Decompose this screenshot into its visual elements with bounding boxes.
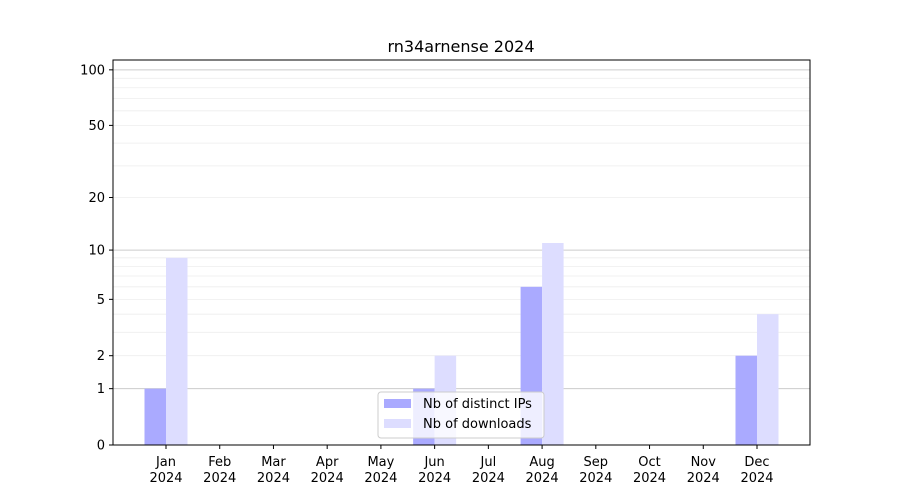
- x-tick-label: Mar: [261, 455, 286, 470]
- legend-box: [377, 391, 545, 439]
- bar-downloads: [166, 257, 188, 445]
- x-tick-label: Sep: [584, 455, 609, 470]
- y-tick-label: 20: [88, 191, 105, 206]
- bar-downloads: [757, 314, 779, 445]
- x-tick-label: Nov: [691, 455, 717, 470]
- bar-downloads: [542, 243, 564, 445]
- legend-label: Nb of downloads: [423, 417, 532, 432]
- x-tick-label: 2024: [687, 471, 720, 486]
- y-tick-label: 50: [88, 119, 105, 134]
- y-tick-label: 5: [97, 293, 105, 308]
- x-tick-label: May: [367, 455, 394, 470]
- x-tick-label: Jul: [480, 455, 497, 470]
- y-tick-label: 100: [80, 63, 105, 78]
- x-tick-label: Dec: [744, 455, 769, 470]
- chart-title: rn34arnense 2024: [387, 37, 534, 56]
- y-tick-label: 10: [88, 244, 105, 259]
- x-tick-label: 2024: [364, 471, 397, 486]
- plot-frame: [112, 59, 811, 446]
- x-tick-label: 2024: [311, 471, 344, 486]
- legend-swatch: [384, 399, 411, 408]
- x-tick-label: Jan: [155, 455, 176, 470]
- bar-distinct-ips: [144, 388, 166, 445]
- y-tick-label: 0: [97, 439, 105, 454]
- bar-distinct-ips: [735, 355, 757, 445]
- legend-label: Nb of distinct IPs: [423, 397, 532, 412]
- x-tick-label: Aug: [529, 455, 554, 470]
- y-tick-label: 2: [97, 349, 105, 364]
- x-tick-label: Apr: [316, 455, 339, 470]
- x-tick-label: Jun: [423, 455, 444, 470]
- legend-swatch: [384, 419, 411, 428]
- legend: Nb of distinct IPs Nb of downloads: [377, 391, 545, 439]
- x-tick-label: Oct: [638, 455, 660, 470]
- x-tick-label: 2024: [418, 471, 451, 486]
- x-tick-label: 2024: [472, 471, 505, 486]
- x-tick-label: 2024: [740, 471, 773, 486]
- x-tick-label: 2024: [526, 471, 559, 486]
- x-tick-label: 2024: [633, 471, 666, 486]
- x-tick-label: 2024: [579, 471, 612, 486]
- x-tick-label: Feb: [208, 455, 231, 470]
- y-tick-label: 1: [97, 382, 105, 397]
- x-tick-label: 2024: [257, 471, 290, 486]
- x-tick-label: 2024: [149, 471, 182, 486]
- x-tick-label: 2024: [203, 471, 236, 486]
